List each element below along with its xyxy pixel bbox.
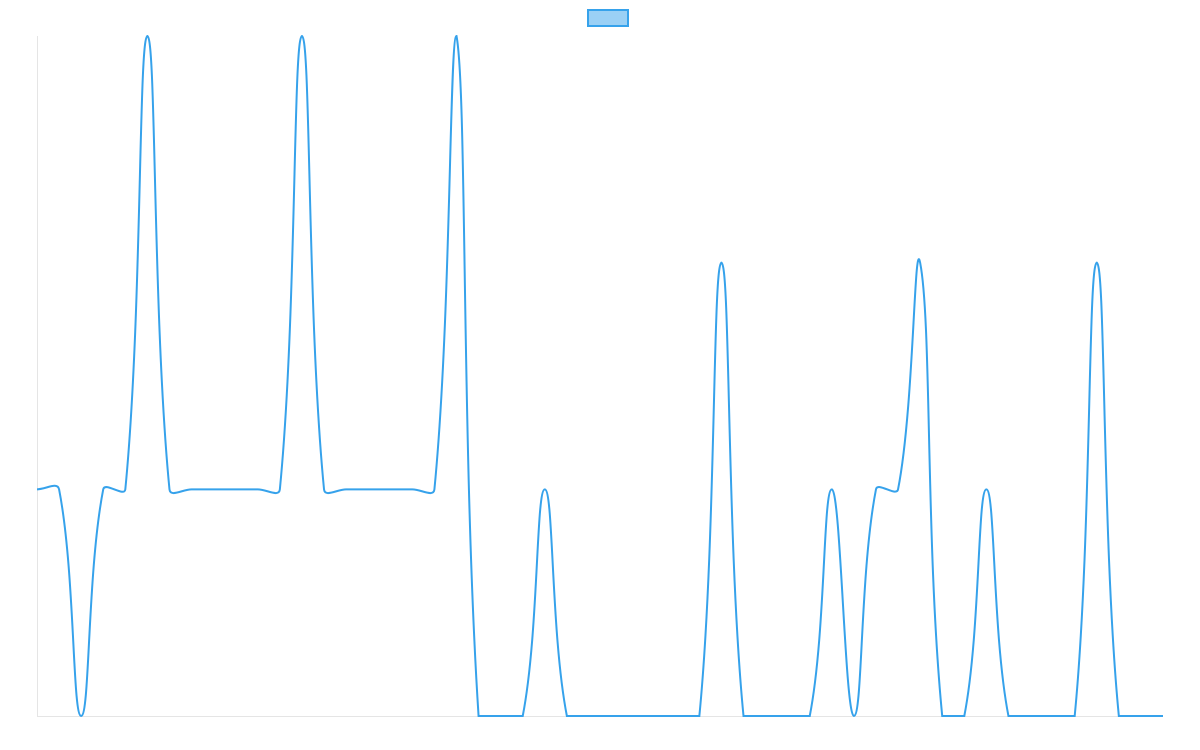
data-line (36, 34, 1163, 718)
legend-swatch (587, 9, 629, 27)
